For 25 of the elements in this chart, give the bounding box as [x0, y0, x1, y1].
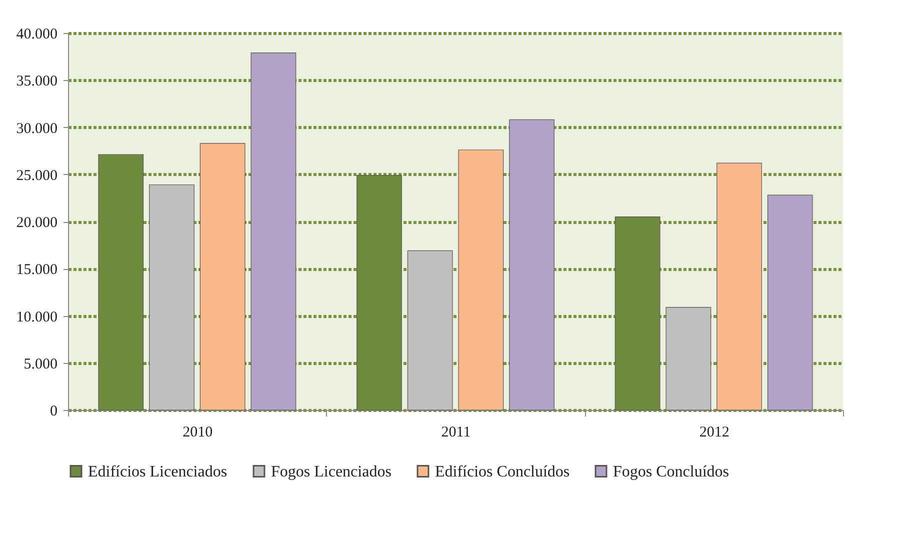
y-tick-label: 5.000 — [24, 356, 58, 372]
y-tick-label: 20.000 — [16, 215, 58, 231]
bar — [509, 119, 554, 410]
bar — [458, 150, 504, 410]
legend-label: Edifícios Concluídos — [435, 463, 570, 480]
bar — [666, 306, 712, 410]
bar — [200, 142, 246, 410]
x-tick-label: 2012 — [699, 424, 730, 440]
y-tick-label: 40.000 — [16, 26, 58, 42]
y-tick-label: 10.000 — [16, 309, 58, 326]
bar — [767, 194, 813, 410]
y-tick-label: 35.000 — [16, 74, 58, 90]
y-tick-label: 0 — [50, 404, 58, 420]
x-tick-label: 2010 — [182, 424, 213, 440]
y-tick-label: 30.000 — [16, 120, 58, 137]
y-tick-label: 15.000 — [16, 262, 58, 278]
legend-label: Edifícios Licenciados — [88, 463, 228, 480]
bar — [250, 52, 296, 410]
bar — [716, 162, 762, 410]
bar — [149, 184, 194, 410]
y-tick-label: 25.000 — [16, 168, 58, 184]
x-tick-label: 2011 — [441, 424, 471, 440]
bar — [407, 250, 453, 410]
legend-label: Fogos Licenciados — [271, 463, 392, 480]
legend-label: Fogos Concluídos — [613, 463, 730, 480]
